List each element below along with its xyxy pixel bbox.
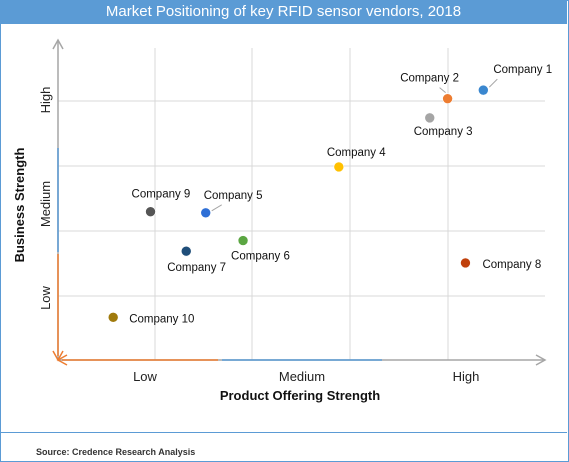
y-tick-label-high: High: [38, 87, 53, 114]
point-company-5: Company 5: [200, 190, 263, 219]
x-tick-label-high: High: [453, 369, 480, 384]
x-tick-label-low: Low: [133, 369, 157, 384]
axes: [52, 38, 547, 366]
chart-title: Market Positioning of key RFID sensor ve…: [0, 0, 567, 24]
leader-line-company-1: [488, 78, 498, 88]
point-company-1: Company 1: [478, 64, 552, 96]
point-company-2: Company 2: [400, 73, 459, 104]
data-points: Company 1 Company 2 Company 3 Company 4 Comp…: [107, 64, 552, 325]
source-divider: [0, 432, 567, 433]
x-axis-low-arrow: [56, 354, 68, 366]
point-company-4: Company 4: [327, 147, 386, 173]
label-company-2: Company 2: [400, 73, 459, 85]
label-company-6: Company 6: [231, 251, 290, 263]
source-note: Source: Credence Research Analysis: [36, 447, 196, 457]
label-company-10: Company 10: [129, 313, 194, 325]
label-company-8: Company 8: [482, 259, 541, 271]
y-axis-arrow: [52, 38, 64, 50]
point-company-10: Company 10: [107, 312, 194, 325]
y-axis-title: Business Strength: [12, 148, 27, 263]
point-company-9: Company 9: [132, 189, 191, 218]
point-company-7: Company 7: [167, 245, 226, 274]
y-tick-label-medium: Medium: [38, 181, 53, 227]
leader-line-company-5: [211, 204, 222, 212]
grid-lines: [58, 48, 545, 360]
marker-company-5: [200, 207, 212, 219]
marker-company-7: [180, 245, 192, 257]
marker-company-4: [333, 161, 345, 173]
tick-labels: Low Medium High Low Medium High: [38, 87, 479, 384]
label-company-3: Company 3: [414, 126, 473, 138]
marker-company-3: [424, 112, 436, 124]
scatter-chart: Low Medium High Low Medium High Product Offer…: [12, 38, 552, 403]
point-company-3: Company 3: [414, 112, 473, 138]
label-company-7: Company 7: [167, 262, 226, 274]
y-tick-label-low: Low: [38, 285, 53, 309]
point-company-8: Company 8: [460, 257, 541, 271]
label-company-9: Company 9: [132, 189, 191, 201]
marker-company-8: [460, 257, 471, 269]
x-axis-arrow: [535, 354, 547, 366]
marker-company-2: [442, 93, 453, 104]
marker-company-1: [478, 84, 489, 96]
label-company-5: Company 5: [204, 190, 263, 202]
marker-company-10: [107, 312, 119, 323]
x-axis-title: Product Offering Strength: [220, 388, 380, 403]
label-company-1: Company 1: [493, 64, 552, 76]
marker-company-9: [145, 206, 156, 218]
marker-company-6: [237, 235, 249, 246]
leader-line-company-2: [439, 87, 446, 94]
point-company-6: Company 6: [231, 235, 290, 263]
x-tick-label-medium: Medium: [279, 369, 325, 384]
label-company-4: Company 4: [327, 147, 386, 159]
